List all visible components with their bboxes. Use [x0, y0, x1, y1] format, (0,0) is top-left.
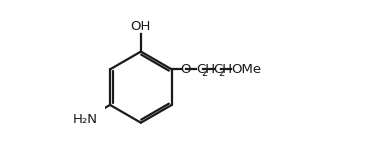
Text: 2: 2	[218, 67, 225, 78]
Text: CH: CH	[214, 63, 233, 76]
Text: H₂N: H₂N	[73, 113, 98, 126]
Text: 2: 2	[201, 67, 208, 78]
Text: O: O	[180, 63, 191, 76]
Text: OH: OH	[131, 19, 151, 33]
Text: CH: CH	[196, 63, 216, 76]
Text: OMe: OMe	[231, 63, 261, 76]
